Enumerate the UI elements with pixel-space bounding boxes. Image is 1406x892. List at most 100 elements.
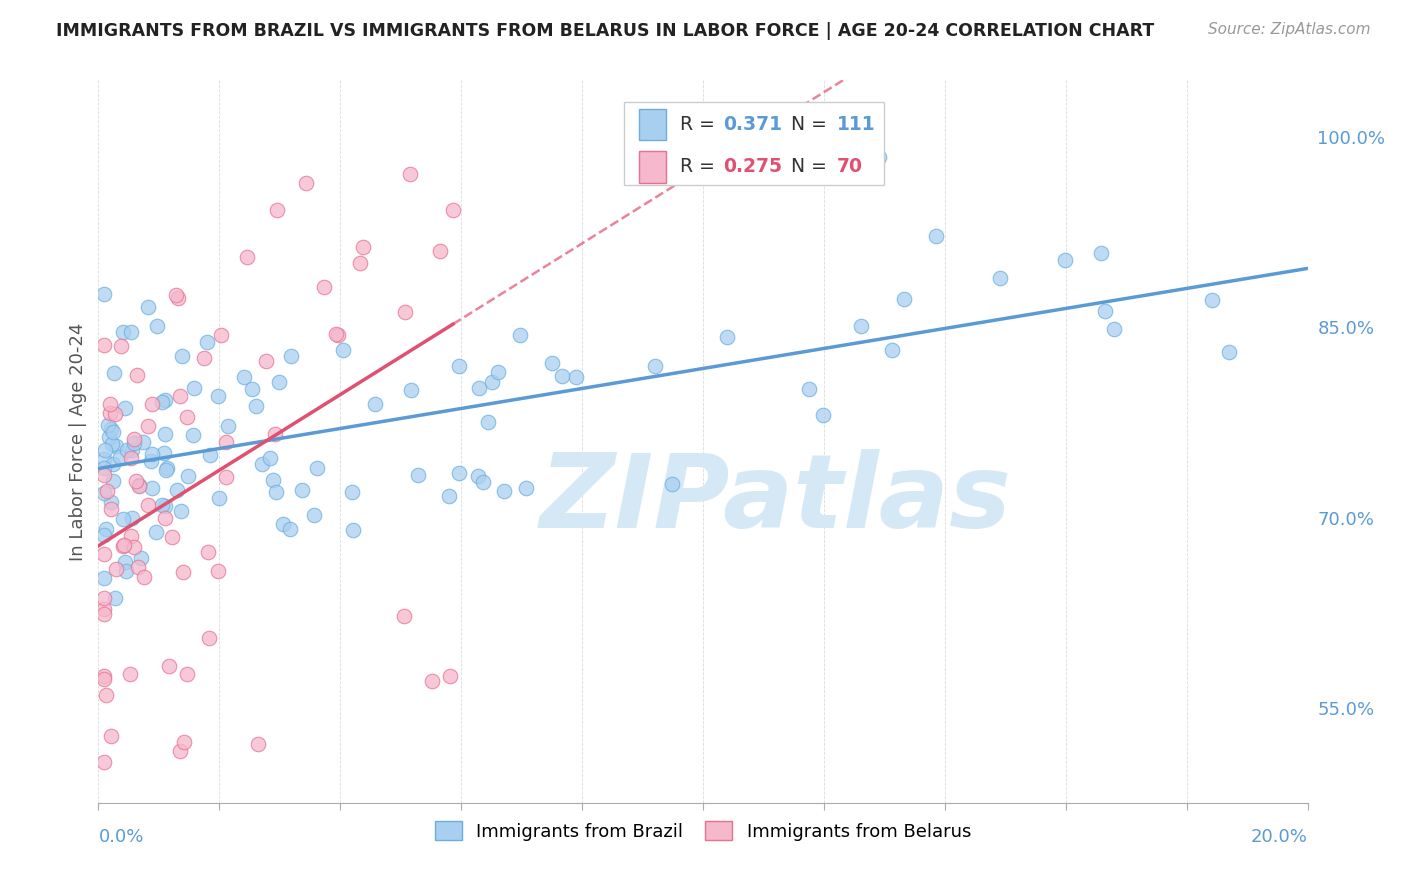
Text: IMMIGRANTS FROM BRAZIL VS IMMIGRANTS FROM BELARUS IN LABOR FORCE | AGE 20-24 COR: IMMIGRANTS FROM BRAZIL VS IMMIGRANTS FRO… [56,22,1154,40]
Point [280,350,302,364]
Point [138,499,160,513]
Point [110,339,132,353]
Point [93,467,115,482]
Bar [638,109,665,140]
Point [136,418,159,433]
Point [101,437,124,451]
Point [880,343,903,357]
Point [468,381,491,395]
Point [233,370,256,384]
Point [94,522,117,536]
Point [104,562,127,576]
Point [127,368,149,383]
Point [153,499,176,513]
Point [146,318,169,333]
Point [159,658,181,673]
Point [96,483,118,498]
Point [197,545,219,559]
Text: 20.0%: 20.0% [1251,828,1308,846]
Point [173,735,195,749]
Point [198,448,221,462]
Point [115,442,138,457]
Point [207,389,229,403]
Point [314,279,336,293]
Point [1218,344,1240,359]
Point [160,530,183,544]
Point [93,461,115,475]
Point [437,489,460,503]
Point [176,666,198,681]
Point [246,737,269,751]
Point [103,591,125,606]
Point [471,475,494,490]
Point [198,631,221,645]
Point [245,399,267,413]
Point [100,729,122,743]
Point [98,406,121,420]
Point [153,511,176,525]
Point [263,427,285,442]
Point [429,244,451,258]
Point [100,422,122,436]
Point [170,349,193,363]
Point [280,523,302,537]
Point [112,538,135,552]
Point [93,547,115,561]
Point [169,389,191,403]
Text: N =: N = [779,115,832,134]
Point [305,461,328,475]
Point [94,688,117,702]
Point [94,443,117,458]
Point [139,454,162,468]
Point [849,318,872,333]
Point [215,470,238,484]
Point [103,425,125,439]
Point [120,325,142,339]
Point [349,256,371,270]
Point [541,356,564,370]
Point [112,512,135,526]
Point [125,475,148,489]
Y-axis label: In Labor Force | Age 20-24: In Labor Force | Age 20-24 [69,322,87,561]
Point [93,528,115,542]
Point [100,501,122,516]
Point [124,432,146,446]
Point [207,564,229,578]
Point [114,401,136,415]
Point [169,744,191,758]
Point [93,669,115,683]
Point [156,460,179,475]
Point [136,300,159,314]
Point [551,369,574,384]
Text: 70: 70 [837,157,863,177]
Point [209,327,232,342]
Point [449,359,471,373]
Point [441,203,464,218]
Point [93,601,115,615]
Point [716,330,738,344]
Point [215,435,238,450]
Text: ZIPatlas: ZIPatlas [540,449,1011,549]
Point [114,555,136,569]
Point [132,569,155,583]
Point [103,367,125,381]
Text: R =: R = [681,157,721,177]
Point [509,327,531,342]
Point [326,327,349,342]
Point [399,168,422,182]
Point [165,288,187,302]
Point [394,609,416,624]
Point [439,669,461,683]
Point [128,479,150,493]
Point [141,447,163,461]
Point [118,666,141,681]
Point [1102,322,1125,336]
Point [240,382,263,396]
Text: 0.275: 0.275 [724,157,783,177]
Point [1053,253,1076,268]
Bar [638,151,665,183]
Point [93,338,115,352]
Text: R =: R = [681,115,721,134]
Point [104,439,127,453]
Point [100,495,122,509]
